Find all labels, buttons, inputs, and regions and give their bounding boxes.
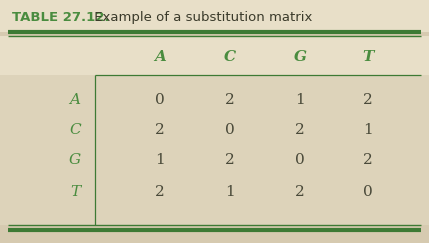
Text: 0: 0	[155, 93, 165, 107]
Text: 2: 2	[155, 123, 165, 137]
Text: A: A	[154, 50, 166, 64]
Text: 2: 2	[363, 153, 373, 167]
Text: 0: 0	[225, 123, 235, 137]
Bar	[0, 36, 429, 75]
Text: G: G	[293, 50, 306, 64]
Text: 2: 2	[363, 93, 373, 107]
Text: 2: 2	[295, 123, 305, 137]
Text: 1: 1	[295, 93, 305, 107]
Text: C: C	[69, 123, 81, 137]
Text: TABLE 27.12.: TABLE 27.12.	[12, 11, 109, 25]
Text: T: T	[363, 50, 374, 64]
Text: G: G	[69, 153, 81, 167]
Text: 1: 1	[155, 153, 165, 167]
Text: 1: 1	[225, 185, 235, 199]
Text: 2: 2	[295, 185, 305, 199]
Text: T: T	[70, 185, 80, 199]
Text: 2: 2	[225, 153, 235, 167]
Text: 2: 2	[225, 93, 235, 107]
Text: 1: 1	[363, 123, 373, 137]
Text: A: A	[69, 93, 81, 107]
Text: 2: 2	[155, 185, 165, 199]
Text: C: C	[224, 50, 236, 64]
Text: 0: 0	[363, 185, 373, 199]
Text: Example of a substitution matrix: Example of a substitution matrix	[90, 11, 312, 25]
Bar	[0, 75, 429, 225]
Text: 0: 0	[295, 153, 305, 167]
Bar	[0, 0, 429, 32]
